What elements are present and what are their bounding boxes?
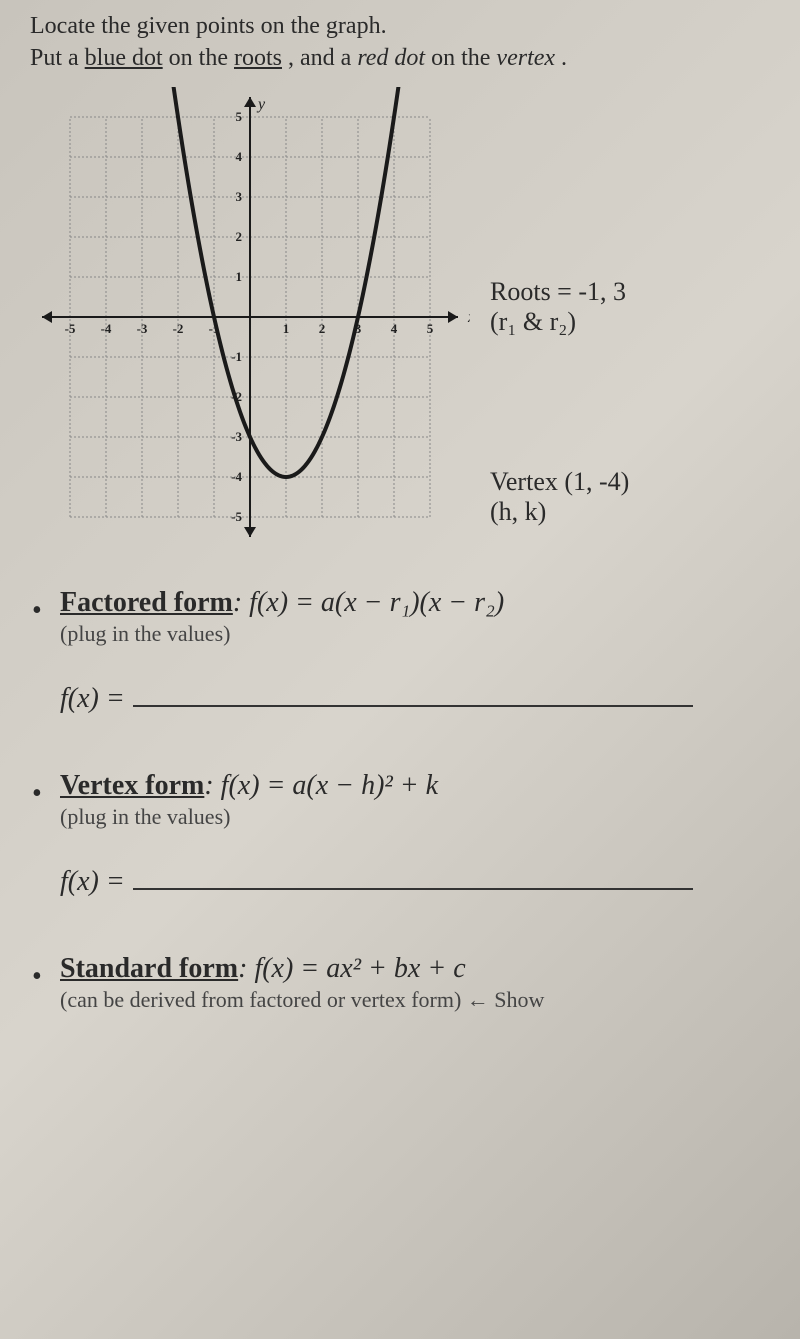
- factored-title: Factored form: [60, 587, 233, 618]
- svg-text:-2: -2: [173, 321, 184, 336]
- svg-text:4: 4: [236, 149, 243, 164]
- instruction-line2-a: Put a: [30, 45, 85, 71]
- factored-heading: Factored form: f(x) = a(x − r₁)(x − r₂): [60, 587, 780, 619]
- svg-text:2: 2: [236, 229, 243, 244]
- svg-text:1: 1: [283, 321, 290, 336]
- standard-sub: (can be derived from factored or vertex …: [60, 987, 780, 1013]
- roots-value: Roots = -1, 3: [490, 277, 629, 307]
- vertex-blank[interactable]: [133, 886, 693, 890]
- factored-sub: (plug in the values): [60, 621, 780, 647]
- factored-lhs: f(x) =: [60, 683, 125, 715]
- svg-text:-4: -4: [101, 321, 112, 336]
- parabola-graph: -5-4-3-2-112345-5-4-3-2-112345xy: [30, 87, 470, 547]
- svg-text:-4: -4: [231, 469, 242, 484]
- svg-text:y: y: [256, 96, 266, 113]
- instruction-blue-dot: blue dot: [85, 45, 163, 71]
- svg-text:-3: -3: [231, 429, 242, 444]
- svg-text:-3: -3: [137, 321, 148, 336]
- svg-text:5: 5: [236, 109, 243, 124]
- standard-title: Standard form: [60, 953, 238, 984]
- roots-sub: (r₁ & r₂): [490, 307, 629, 337]
- factored-formula: : f(x) = a(x − r₁)(x − r₂): [233, 587, 504, 618]
- vertex-value: Vertex (1, -4): [490, 467, 629, 497]
- svg-text:4: 4: [391, 321, 398, 336]
- svg-text:-5: -5: [65, 321, 76, 336]
- instructions: Locate the given points on the graph. Pu…: [30, 10, 780, 75]
- instruction-red-dot: red dot: [357, 45, 425, 71]
- instruction-line1: Locate the given points on the graph.: [30, 13, 387, 39]
- svg-text:-1: -1: [231, 349, 242, 364]
- vertex-formula: : f(x) = a(x − h)² + k: [204, 770, 438, 801]
- instruction-line2-g: on the: [431, 45, 496, 71]
- svg-text:x: x: [467, 309, 470, 326]
- svg-text:5: 5: [427, 321, 434, 336]
- vertex-label: Vertex (1, -4) (h, k): [490, 467, 629, 527]
- instruction-line2-e: , and a: [288, 45, 357, 71]
- svg-text:-5: -5: [231, 509, 242, 524]
- bullet-icon: •: [32, 778, 42, 810]
- vertex-sub: (h, k): [490, 497, 629, 527]
- instruction-line2-c: on the: [169, 45, 234, 71]
- svg-text:3: 3: [236, 189, 243, 204]
- vertex-heading: Vertex form: f(x) = a(x − h)² + k: [60, 770, 780, 802]
- standard-formula: : f(x) = ax² + bx + c: [238, 953, 466, 984]
- bullet-icon: •: [32, 595, 42, 627]
- factored-blank[interactable]: [133, 703, 693, 707]
- svg-text:1: 1: [236, 269, 243, 284]
- instruction-vertex: vertex: [496, 45, 555, 71]
- vertex-title: Vertex form: [60, 770, 204, 801]
- vertex-answer: f(x) =: [60, 866, 780, 898]
- instruction-line2-i: .: [561, 45, 567, 71]
- roots-label: Roots = -1, 3 (r₁ & r₂): [490, 277, 629, 337]
- factored-answer: f(x) =: [60, 683, 780, 715]
- instruction-roots: roots: [234, 45, 282, 71]
- svg-text:2: 2: [319, 321, 326, 336]
- vertex-lhs: f(x) =: [60, 866, 125, 898]
- bullet-icon: •: [32, 961, 42, 993]
- standard-heading: Standard form: f(x) = ax² + bx + c: [60, 953, 780, 985]
- vertex-sub: (plug in the values): [60, 804, 780, 830]
